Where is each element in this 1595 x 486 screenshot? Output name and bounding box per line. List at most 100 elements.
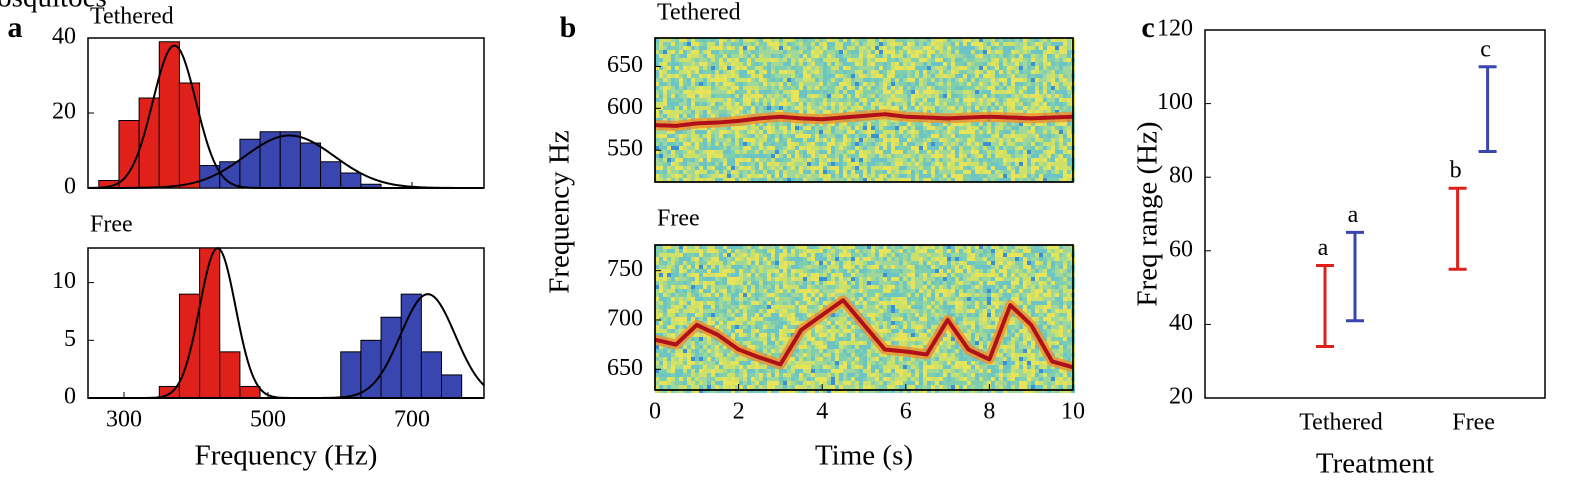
noise-cell: [687, 261, 691, 265]
noise-cell: [747, 98, 751, 102]
noise-cell: [911, 134, 915, 138]
noise-cell: [955, 82, 959, 86]
noise-cell: [939, 261, 943, 265]
noise-cell: [831, 261, 835, 265]
noise-cell: [1007, 150, 1011, 154]
noise-cell: [803, 142, 807, 146]
noise-cell: [967, 150, 971, 154]
noise-cell: [971, 66, 975, 70]
noise-cell: [951, 94, 955, 98]
noise-cell: [715, 261, 719, 265]
noise-cell: [743, 90, 747, 94]
noise-cell: [1047, 253, 1051, 257]
noise-cell: [831, 106, 835, 110]
noise-cell: [1047, 154, 1051, 158]
noise-cell: [711, 249, 715, 253]
noise-cell: [763, 54, 767, 58]
noise-cell: [907, 130, 911, 134]
noise-cell: [691, 162, 695, 166]
noise-cell: [775, 174, 779, 178]
noise-cell: [907, 249, 911, 253]
noise-cell: [1027, 170, 1031, 174]
noise-cell: [827, 134, 831, 138]
noise-cell: [683, 162, 687, 166]
noise-cell: [679, 114, 683, 118]
noise-cell: [999, 277, 1003, 281]
noise-cell: [675, 142, 679, 146]
noise-cell: [1059, 146, 1063, 150]
noise-cell: [1027, 82, 1031, 86]
noise-cell: [783, 46, 787, 50]
noise-cell: [667, 74, 671, 78]
noise-cell: [779, 86, 783, 90]
noise-cell: [883, 94, 887, 98]
noise-cell: [663, 74, 667, 78]
noise-cell: [783, 273, 787, 277]
noise-cell: [819, 142, 823, 146]
noise-cell: [931, 58, 935, 62]
noise-cell: [747, 50, 751, 54]
noise-cell: [1055, 106, 1059, 110]
noise-cell: [1043, 158, 1047, 162]
noise-cell: [755, 66, 759, 70]
noise-cell: [715, 285, 719, 289]
noise-cell: [1059, 130, 1063, 134]
noise-cell: [831, 70, 835, 74]
noise-cell: [807, 249, 811, 253]
noise-cell: [923, 98, 927, 102]
noise-cell: [755, 158, 759, 162]
noise-cell: [955, 154, 959, 158]
noise-cell: [1023, 106, 1027, 110]
noise-cell: [695, 66, 699, 70]
noise-cell: [991, 273, 995, 277]
noise-cell: [943, 265, 947, 269]
noise-cell: [755, 98, 759, 102]
noise-cell: [863, 102, 867, 106]
noise-cell: [911, 82, 915, 86]
noise-cell: [863, 74, 867, 78]
noise-cell: [1011, 62, 1015, 66]
noise-cell: [971, 281, 975, 285]
noise-cell: [795, 78, 799, 82]
noise-cell: [907, 162, 911, 166]
noise-cell: [715, 146, 719, 150]
noise-cell: [735, 94, 739, 98]
noise-cell: [1011, 130, 1015, 134]
noise-cell: [1047, 273, 1051, 277]
noise-cell: [923, 106, 927, 110]
noise-cell: [719, 58, 723, 62]
noise-cell: [775, 265, 779, 269]
noise-cell: [707, 146, 711, 150]
noise-cell: [1015, 150, 1019, 154]
noise-cell: [1015, 170, 1019, 174]
noise-cell: [899, 174, 903, 178]
noise-cell: [711, 162, 715, 166]
noise-cell: [1059, 170, 1063, 174]
noise-cell: [891, 126, 895, 130]
noise-cell: [831, 174, 835, 178]
noise-cell: [1031, 253, 1035, 257]
noise-cell: [1027, 150, 1031, 154]
noise-cell: [979, 261, 983, 265]
noise-cell: [831, 126, 835, 130]
noise-cell: [879, 94, 883, 98]
noise-cell: [1067, 154, 1071, 158]
noise-cell: [883, 74, 887, 78]
noise-cell: [1003, 58, 1007, 62]
noise-cell: [767, 146, 771, 150]
noise-cell: [819, 102, 823, 106]
noise-cell: [1015, 257, 1019, 261]
noise-cell: [959, 146, 963, 150]
noise-cell: [895, 281, 899, 285]
noise-cell: [735, 74, 739, 78]
noise-cell: [959, 166, 963, 170]
noise-cell: [867, 265, 871, 269]
noise-cell: [903, 170, 907, 174]
noise-cell: [1003, 54, 1007, 58]
noise-cell: [903, 285, 907, 289]
noise-cell: [843, 170, 847, 174]
noise-cell: [759, 269, 763, 273]
noise-cell: [939, 78, 943, 82]
noise-cell: [879, 74, 883, 78]
noise-cell: [899, 50, 903, 54]
